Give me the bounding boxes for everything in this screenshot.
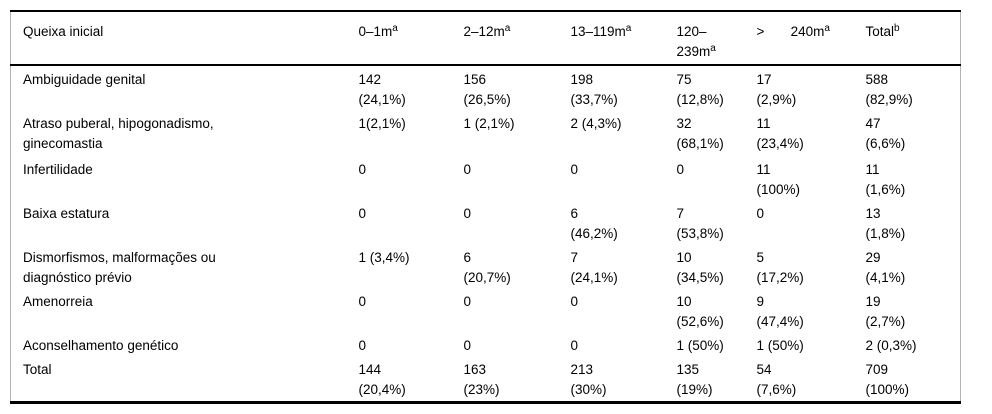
row-label: Atraso puberal, hipogonadismo, ginecomas…	[23, 116, 214, 151]
footnote-marker-a: a	[504, 23, 511, 34]
cell-value: 10 (52,6%)	[676, 294, 724, 329]
cell-value: 0	[358, 294, 367, 309]
col-header-total: Totalb	[853, 11, 961, 66]
col-header-label: 120– 239m	[676, 24, 711, 59]
cell-value: 0	[570, 162, 579, 177]
cell-value: 0	[358, 206, 367, 221]
footnote-marker-a: a	[824, 23, 830, 34]
col-header-queixa-inicial: Queixa inicial	[10, 11, 347, 66]
col-header-gt-240m: > 240ma	[744, 11, 854, 66]
cell-value: 142 (24,1%)	[358, 72, 406, 107]
footnote-marker-a: a	[392, 23, 398, 34]
cell-value: 17 (2,9%)	[756, 72, 797, 107]
table-row-aconselhamento-genetico: Aconselhamento genético 0 0 0 1 (50%) 1 …	[11, 332, 961, 356]
footnote-marker-b: b	[894, 23, 900, 34]
cell-value: 144 (20,4%)	[358, 362, 406, 397]
cell-value: 2 (4,3%)	[570, 116, 622, 131]
cell-value: 0	[756, 206, 765, 221]
cell-value: 163 (23%)	[463, 362, 500, 397]
cell-value: 0	[463, 206, 472, 221]
cell-value: 7 (53,8%)	[676, 206, 724, 241]
col-header-0-1m: 0–1ma	[346, 11, 452, 66]
cell-value: 19 (2,7%)	[865, 294, 906, 329]
cell-value: 47 (6,6%)	[865, 116, 906, 151]
col-header-label: 0–1m	[358, 24, 393, 39]
col-header-label: Queixa inicial	[23, 24, 104, 39]
row-label: Aconselhamento genético	[23, 338, 179, 353]
cell-value: 32 (68,1%)	[676, 116, 724, 151]
col-header-label: 2–12m	[463, 24, 505, 39]
initial-complaint-table: Queixa inicial 0–1ma 2–12ma 13–119ma 120…	[10, 10, 961, 404]
table-row-ambiguidade-genital: Ambiguidade genital 142 (24,1%) 156 (26,…	[11, 65, 961, 110]
col-header-120-239m: 120– 239ma	[664, 11, 745, 66]
table-row-baixa-estatura: Baixa estatura 0 0 6 (46,2%) 7 (53,8%) 0…	[11, 200, 961, 244]
cell-value: 11 (100%)	[756, 162, 801, 197]
cell-value: 0	[358, 338, 367, 353]
cell-value: 13 (1,8%)	[865, 206, 906, 241]
col-header-label: > 240m	[756, 24, 825, 39]
cell-value: 0	[570, 294, 579, 309]
cell-value: 5 (17,2%)	[756, 250, 804, 285]
header-row: Queixa inicial 0–1ma 2–12ma 13–119ma 120…	[10, 11, 961, 66]
table-row-atraso-puberal: Atraso puberal, hipogonadismo, ginecomas…	[11, 110, 961, 156]
cell-value: 0	[463, 338, 472, 353]
table-row-dismorfismos: Dismorfismos, malformações ou diagnóstic…	[11, 244, 961, 288]
row-label: Baixa estatura	[23, 206, 110, 221]
cell-value: 135 (19%)	[676, 362, 713, 397]
initial-complaint-table-wrap: Queixa inicial 0–1ma 2–12ma 13–119ma 120…	[10, 10, 961, 404]
cell-value: 0	[358, 162, 367, 177]
row-label: Ambiguidade genital	[23, 72, 146, 87]
cell-value: 213 (30%)	[570, 362, 607, 397]
cell-value: 0	[676, 162, 685, 177]
cell-value: 1(2,1%)	[358, 116, 406, 131]
cell-value: 29 (4,1%)	[865, 250, 906, 285]
cell-value: 10 (34,5%)	[676, 250, 724, 285]
cell-value: 0	[463, 162, 472, 177]
row-label: Total	[23, 362, 52, 377]
col-header-13-119m: 13–119ma	[558, 11, 665, 66]
cell-value: 588 (82,9%)	[865, 72, 913, 107]
cell-value: 11 (1,6%)	[865, 162, 906, 197]
cell-value: 7 (24,1%)	[570, 250, 618, 285]
col-header-label: 13–119m	[570, 24, 626, 39]
cell-value: 156 (26,5%)	[463, 72, 511, 107]
cell-value: 9 (47,4%)	[756, 294, 804, 329]
row-label: Amenorreia	[23, 294, 93, 309]
table-row-infertilidade: Infertilidade 0 0 0 0 11 (100%) 11 (1,6%…	[11, 156, 961, 200]
col-header-label: Total	[865, 24, 895, 39]
footnote-marker-a: a	[710, 43, 716, 54]
row-label: Infertilidade	[23, 162, 93, 177]
cell-value: 2 (0,3%)	[865, 338, 917, 353]
table-row-total: Total 144 (20,4%) 163 (23%) 213 (30%) 13…	[11, 356, 961, 402]
cell-value: 6 (46,2%)	[570, 206, 618, 241]
cell-value: 75 (12,8%)	[676, 72, 724, 107]
col-header-2-12m: 2–12ma	[451, 11, 559, 66]
cell-value: 6 (20,7%)	[463, 250, 511, 285]
cell-value: 198 (33,7%)	[570, 72, 618, 107]
cell-value: 1 (3,4%)	[358, 250, 410, 265]
cell-value: 0	[463, 294, 472, 309]
cell-value: 54 (7,6%)	[756, 362, 797, 397]
cell-value: 1 (50%)	[676, 338, 724, 353]
cell-value: 1 (2,1%)	[463, 116, 515, 131]
cell-value: 11 (23,4%)	[756, 116, 804, 151]
cell-value: 1 (50%)	[756, 338, 804, 353]
table-row-amenorreia: Amenorreia 0 0 0 10 (52,6%) 9 (47,4%) 19…	[11, 288, 961, 332]
cell-value: 709 (100%)	[865, 362, 910, 397]
cell-value: 0	[570, 338, 579, 353]
footnote-marker-a: a	[625, 23, 632, 34]
row-label: Dismorfismos, malformações ou diagnóstic…	[23, 250, 216, 285]
